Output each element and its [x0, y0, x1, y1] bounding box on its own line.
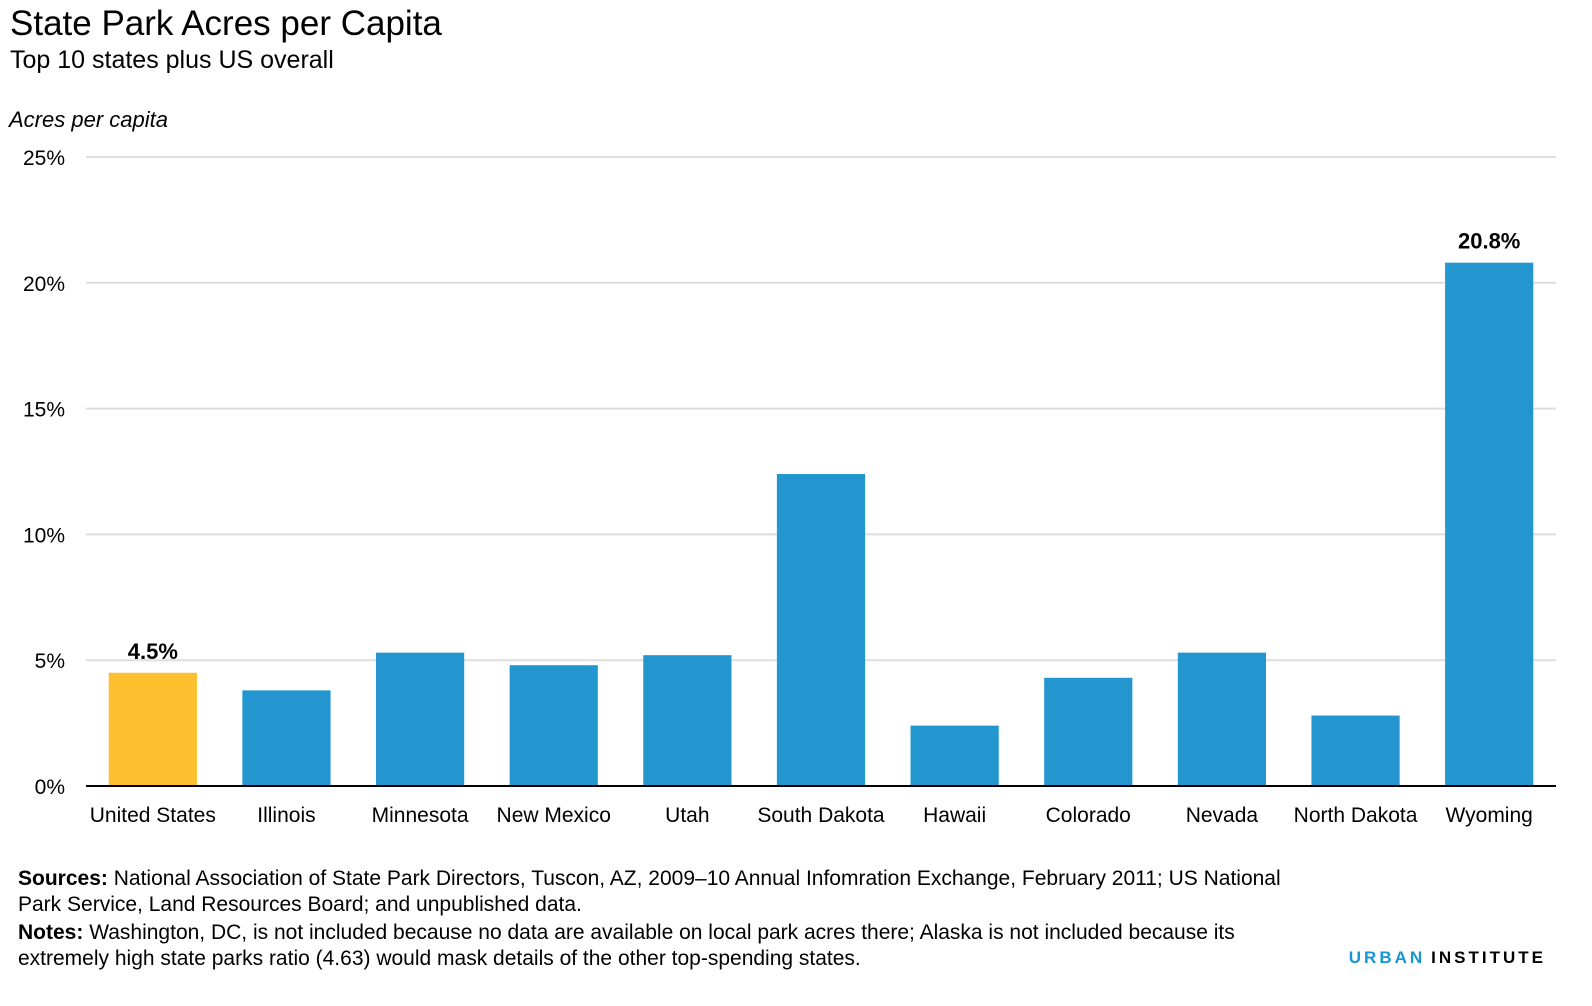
bar [108, 672, 197, 786]
chart-title: State Park Acres per Capita [10, 4, 442, 43]
x-tick-label: Utah [665, 804, 709, 827]
bar [509, 665, 598, 786]
y-tick-label: 15% [23, 399, 65, 422]
bar [1044, 677, 1133, 786]
x-tick-label: Wyoming [1446, 804, 1533, 827]
bar [910, 725, 999, 786]
x-tick-label: South Dakota [757, 804, 885, 827]
y-tick-label: 0% [35, 776, 65, 799]
sources-note: Sources: National Association of State P… [18, 866, 1318, 918]
y-tick-label: 10% [23, 524, 65, 547]
notes-text: Washington, DC, is not included because … [18, 921, 1235, 970]
y-axis-label: Acres per capita [7, 107, 168, 132]
x-tick-label: United States [90, 804, 216, 827]
x-tick-label: North Dakota [1294, 804, 1418, 827]
sources-label: Sources: [18, 867, 108, 890]
x-tick-label: Nevada [1186, 804, 1259, 827]
x-tick-label: Illinois [257, 804, 315, 827]
sources-text: National Association of State Park Direc… [18, 867, 1281, 916]
urban-institute-logo: URBAN INSTITUTE [1349, 948, 1546, 968]
data-label: 20.8% [1458, 229, 1520, 254]
logo-institute: INSTITUTE [1431, 948, 1546, 967]
notes-block: Sources: National Association of State P… [18, 866, 1318, 974]
data-label: 4.5% [128, 639, 178, 664]
x-tick-label: New Mexico [497, 804, 611, 827]
bar [1177, 652, 1267, 786]
chart-subtitle: Top 10 states plus US overall [10, 46, 334, 74]
y-tick-label: 25% [23, 147, 65, 170]
y-tick-label: 5% [35, 650, 65, 673]
bar [242, 690, 331, 786]
bar-chart: Acres per capita 0% 5% 10% 15% 20% 25% United S… [7, 107, 1556, 827]
bar [375, 652, 465, 786]
notes-label: Notes: [18, 921, 84, 944]
x-tick-label: Hawaii [923, 804, 986, 827]
x-tick-label: Minnesota [372, 804, 469, 827]
x-tick-label: Colorado [1046, 804, 1131, 827]
notes-note: Notes: Washington, DC, is not included b… [18, 920, 1318, 972]
bar [1311, 715, 1400, 786]
bar [776, 474, 866, 786]
bar [1445, 262, 1534, 786]
logo-urban: URBAN [1348, 948, 1426, 967]
y-tick-label: 20% [23, 273, 65, 296]
bar [643, 655, 732, 786]
